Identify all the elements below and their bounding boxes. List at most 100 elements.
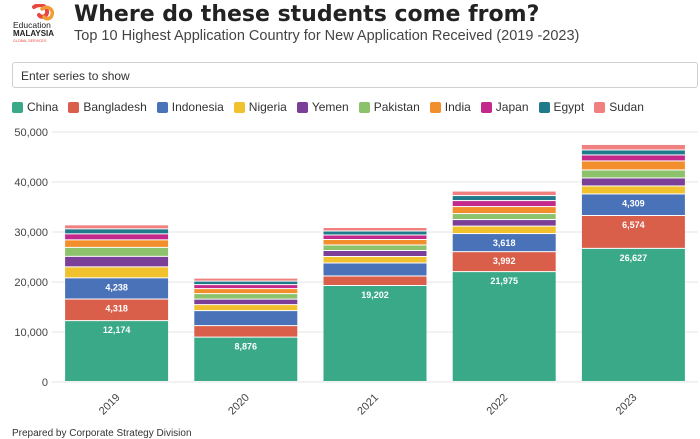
bar-segment-nigeria-2020 <box>194 305 298 311</box>
data-label: 26,627 <box>620 253 648 263</box>
bar-segment-egypt-2021 <box>323 231 427 235</box>
bar-segment-yemen-2021 <box>323 250 427 256</box>
svg-text:MALAYSIA: MALAYSIA <box>13 29 54 38</box>
bar-segment-sudan-2020 <box>194 278 298 281</box>
legend-item-japan[interactable]: Japan <box>480 100 529 114</box>
legend-swatch <box>233 101 245 113</box>
x-tick-label: 2021 <box>355 392 381 418</box>
bar-segment-japan-2020 <box>194 285 298 289</box>
bar-segment-yemen-2023 <box>581 178 685 186</box>
legend-item-sudan[interactable]: Sudan <box>594 100 644 114</box>
legend-label: Japan <box>495 100 529 114</box>
svg-text:Education: Education <box>13 20 51 30</box>
legend-item-nigeria[interactable]: Nigeria <box>233 100 287 114</box>
svg-text:GLOBAL SERVICES: GLOBAL SERVICES <box>13 39 47 43</box>
bar-segment-bangladesh-2023 <box>581 215 685 248</box>
x-tick-label: 2019 <box>97 392 123 418</box>
legend-item-india[interactable]: India <box>429 100 471 114</box>
chart-legend: China Bangladesh Indonesia Nigeria Yemen Paki… <box>12 99 654 115</box>
legend-label: Sudan <box>609 100 644 114</box>
bar-segment-china-2022 <box>452 272 556 381</box>
bar-segment-japan-2022 <box>452 201 556 207</box>
legend-item-bangladesh[interactable]: Bangladesh <box>68 100 147 114</box>
legend-label: Bangladesh <box>83 100 147 114</box>
data-label: 12,174 <box>103 325 131 335</box>
series-search-input[interactable]: Enter series to show <box>12 62 698 88</box>
legend-swatch <box>538 101 550 113</box>
bar-segment-india-2021 <box>323 239 427 245</box>
stacked-bar-chart: 0 10,000 20,000 30,000 40,000 50,000 12,174 4,3… <box>14 127 698 418</box>
data-label: 6,574 <box>622 220 645 230</box>
data-label: 3,618 <box>493 238 516 248</box>
page-subtitle: Top 10 Highest Application Country for N… <box>74 28 580 44</box>
bar-segment-egypt-2019 <box>65 229 169 234</box>
legend-swatch <box>12 101 23 113</box>
y-tick-label: 50,000 <box>14 127 48 139</box>
y-tick-label: 10,000 <box>14 327 48 339</box>
data-label: 19,202 <box>361 290 389 300</box>
bar-segment-nigeria-2023 <box>581 186 685 194</box>
legend-swatch <box>156 101 168 113</box>
bar-segment-egypt-2023 <box>581 150 685 155</box>
bar-segment-pakistan-2020 <box>194 294 298 299</box>
legend-swatch <box>358 101 370 113</box>
bar-segment-pakistan-2023 <box>581 170 685 178</box>
bar-segment-indonesia-2019 <box>65 278 169 299</box>
bar-segment-bangladesh-2020 <box>194 326 298 337</box>
page-title: Where do these students come from? <box>74 2 540 27</box>
bar-segment-pakistan-2019 <box>65 247 169 256</box>
legend-label: India <box>444 100 471 114</box>
bar-segment-egypt-2022 <box>452 196 556 201</box>
x-tick-label: 2020 <box>226 392 252 418</box>
data-label: 4,309 <box>622 198 645 208</box>
legend-swatch <box>480 101 492 113</box>
legend-item-indonesia[interactable]: Indonesia <box>156 100 224 114</box>
bar-segment-sudan-2021 <box>323 227 427 231</box>
x-tick-label: 2022 <box>485 392 511 418</box>
bar-segment-japan-2019 <box>65 234 169 240</box>
bar-segment-yemen-2022 <box>452 220 556 226</box>
y-tick-label: 0 <box>42 377 48 389</box>
legend-label: Yemen <box>311 100 349 114</box>
legend-item-pakistan[interactable]: Pakistan <box>358 100 420 114</box>
legend-swatch <box>594 101 606 113</box>
bar-segment-india-2020 <box>194 289 298 294</box>
bar-segment-india-2022 <box>452 207 556 214</box>
bar-segment-nigeria-2021 <box>323 256 427 263</box>
bar-segment-egypt-2020 <box>194 281 298 285</box>
bar-segment-indonesia-2021 <box>323 263 427 276</box>
y-tick-label: 40,000 <box>14 177 48 189</box>
data-label: 4,318 <box>105 304 128 314</box>
data-label: 4,238 <box>105 282 128 292</box>
education-malaysia-logo: Education MALAYSIA GLOBAL SERVICES <box>13 4 54 43</box>
legend-item-egypt[interactable]: Egypt <box>538 100 584 114</box>
y-tick-label: 30,000 <box>14 227 48 239</box>
y-tick-label: 20,000 <box>14 277 48 289</box>
bar-segment-india-2023 <box>581 161 685 170</box>
bar-segment-japan-2021 <box>323 235 427 239</box>
bar-segment-nigeria-2022 <box>452 226 556 234</box>
bar-segment-indonesia-2022 <box>452 234 556 252</box>
bar-segment-indonesia-2020 <box>194 311 298 326</box>
legend-swatch <box>429 101 441 113</box>
bar-segment-china-2021 <box>323 285 427 381</box>
bar-segment-pakistan-2021 <box>323 245 427 250</box>
footer-note: Prepared by Corporate Strategy Division <box>12 428 192 439</box>
data-label: 21,975 <box>490 276 518 286</box>
bar-segment-china-2019 <box>65 321 169 381</box>
x-tick-label: 2023 <box>614 392 640 418</box>
bar-segment-sudan-2019 <box>65 225 169 229</box>
bar-segment-bangladesh-2022 <box>452 252 556 272</box>
bar-segment-china-2023 <box>581 248 685 381</box>
legend-swatch <box>296 101 308 113</box>
bar-segment-sudan-2023 <box>581 144 685 150</box>
bar-segment-yemen-2020 <box>194 299 298 305</box>
legend-item-yemen[interactable]: Yemen <box>296 100 349 114</box>
bar-segment-yemen-2019 <box>65 256 169 267</box>
data-label: 8,876 <box>235 342 258 352</box>
legend-item-china[interactable]: China <box>12 100 58 114</box>
legend-label: Indonesia <box>171 100 224 114</box>
bar-segment-sudan-2022 <box>452 191 556 196</box>
legend-label: Nigeria <box>248 100 287 114</box>
bar-segment-bangladesh-2021 <box>323 276 427 285</box>
